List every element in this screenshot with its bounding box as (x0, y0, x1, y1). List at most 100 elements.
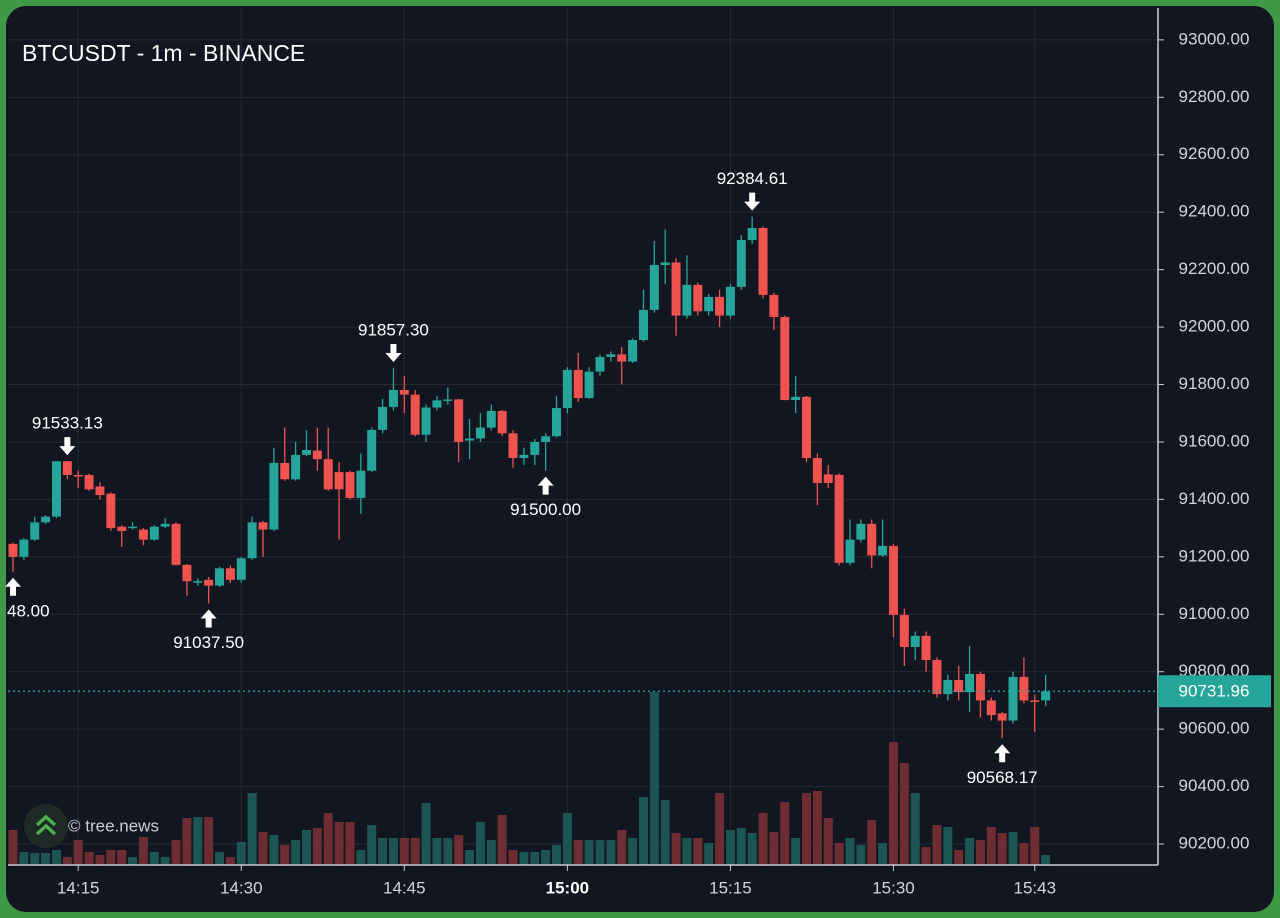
candle-body (1030, 700, 1040, 702)
volume-bar (454, 835, 464, 865)
candle-body (997, 713, 1007, 721)
volume-bar (138, 837, 148, 865)
volume-bar (247, 793, 257, 865)
candle-body (8, 543, 18, 557)
candle-body (204, 579, 214, 586)
y-tick-label: 91800.00 (1179, 374, 1250, 393)
watermark: © tree.news (68, 816, 159, 835)
candle-body (899, 614, 909, 648)
annotation-label: 90568.17 (967, 768, 1038, 787)
candle-body (747, 227, 757, 241)
volume-bar (856, 845, 866, 865)
candle-body (323, 459, 333, 490)
candle-body (704, 296, 714, 312)
candle-body (486, 410, 496, 428)
candle-body (160, 523, 170, 527)
volume-bar (345, 822, 355, 865)
candle-body (73, 474, 83, 477)
volume-bar (171, 840, 181, 865)
candle-body (280, 462, 290, 480)
y-tick-label: 92200.00 (1179, 259, 1250, 278)
candle-body (1008, 676, 1018, 721)
volume-bar (508, 850, 518, 865)
annotation-label: 91533.13 (32, 414, 103, 433)
candle-body (725, 286, 735, 316)
y-tick-label: 93000.00 (1179, 29, 1250, 48)
candle-body (269, 462, 279, 530)
volume-bar (19, 852, 29, 865)
x-tick-label: 14:30 (220, 878, 263, 897)
volume-bar (660, 800, 670, 865)
candle-body (834, 474, 844, 563)
candle-body (193, 581, 203, 583)
annotation-arrow (385, 344, 402, 363)
candle-body (182, 564, 192, 582)
candle-body (62, 461, 72, 475)
volume-bar (834, 843, 844, 865)
annotation-label: 92384.61 (717, 169, 788, 188)
candle-body (791, 396, 801, 401)
volume-bar (736, 828, 746, 865)
volume-bar (1008, 832, 1018, 865)
candle-body (769, 294, 779, 318)
volume-bar (671, 833, 681, 865)
volume-bar (845, 838, 855, 865)
volume-bar (258, 832, 268, 865)
y-tick-label: 90600.00 (1179, 719, 1250, 738)
volume-bar (867, 820, 877, 865)
plot-area (8, 216, 1158, 865)
candle-body (606, 354, 616, 357)
volume-bar (954, 850, 964, 865)
candle-body (671, 262, 681, 316)
candle-body (1041, 691, 1051, 701)
candle-body (410, 394, 420, 435)
volume-bar (758, 813, 768, 865)
volume-bar (421, 803, 431, 865)
volume-bar (1030, 827, 1040, 865)
candle-body (291, 454, 301, 480)
candle-body (215, 568, 225, 586)
annotation-arrow (5, 577, 21, 596)
volume-bar (606, 840, 616, 865)
volume-bar (312, 828, 322, 865)
candle-body (780, 317, 790, 401)
candle-body (856, 523, 866, 540)
annotation-arrow (537, 476, 554, 495)
volume-bar (95, 855, 105, 865)
volume-bar (410, 838, 420, 865)
volume-bar (30, 853, 40, 865)
candle-body (628, 340, 638, 362)
volume-bar (8, 830, 18, 865)
volume-bar (910, 793, 920, 865)
candle-body (530, 441, 540, 455)
volume-bar (997, 833, 1007, 865)
annotation-arrow (59, 437, 76, 456)
candle-body (399, 389, 409, 395)
candle-body (573, 369, 583, 399)
candle-body (41, 516, 51, 523)
volume-bar (182, 818, 192, 865)
candle-body (649, 265, 659, 310)
annotation-label: 91500.00 (510, 500, 581, 519)
candle-body (128, 526, 138, 529)
candle-body (312, 450, 322, 460)
y-tick-label: 91600.00 (1179, 431, 1250, 450)
candle-body (334, 472, 344, 490)
candle-body (638, 309, 648, 341)
candle-body (378, 406, 388, 430)
volume-bar (780, 802, 790, 865)
candle-body (823, 474, 833, 484)
y-tick-label: 92600.00 (1179, 144, 1250, 163)
volume-bar (747, 833, 757, 865)
candle-body (95, 486, 105, 496)
candle-body (258, 522, 268, 530)
candle-body (149, 526, 159, 540)
candle-body (236, 558, 246, 580)
candle-body (595, 356, 605, 372)
candle-body (465, 438, 475, 441)
volume-bar (943, 827, 953, 865)
candle-body (106, 493, 116, 529)
candle-body (421, 407, 431, 435)
